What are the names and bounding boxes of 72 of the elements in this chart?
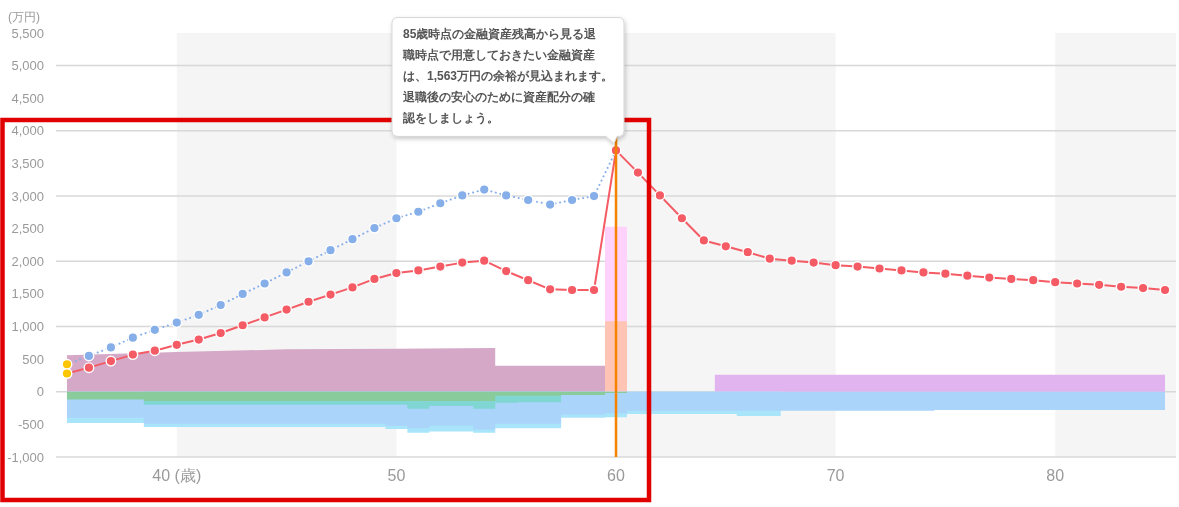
y-tick-label: -1,000 <box>7 449 44 465</box>
point <box>1159 284 1171 296</box>
y-tick-label: 3,500 <box>11 155 44 171</box>
point <box>917 266 929 278</box>
point <box>325 244 337 256</box>
point <box>522 274 534 286</box>
point <box>368 273 380 285</box>
point <box>632 167 644 179</box>
x-tick-label: 60 <box>607 467 625 484</box>
y-tick-label: -500 <box>17 416 44 432</box>
point <box>83 350 95 362</box>
x-tick-label: 50 <box>387 467 406 484</box>
y-tick-label: 1,000 <box>11 319 44 335</box>
point <box>808 257 820 269</box>
point <box>1137 282 1149 294</box>
x-tick-label: 40 (歳) <box>152 467 202 484</box>
point <box>1071 277 1083 289</box>
point <box>1049 276 1061 288</box>
point <box>281 266 293 278</box>
point <box>390 212 402 224</box>
point <box>193 309 205 321</box>
point <box>764 253 776 265</box>
y-tick-label: 3,000 <box>11 188 44 204</box>
point <box>237 319 249 331</box>
point <box>215 299 227 311</box>
point <box>654 189 666 201</box>
point <box>676 212 688 224</box>
annotation: 85歳時点の金融資産残高から見る退職時点で用意しておきたい金融資産は、1,563万円の余裕が見込まれます。退職後の安心のために資産配分の確認をしましょう。 <box>401 27 613 126</box>
point <box>1093 279 1105 291</box>
point <box>456 189 468 201</box>
point <box>346 281 358 293</box>
x-tick-label: 80 <box>1046 467 1065 484</box>
point <box>830 259 842 271</box>
point <box>259 311 271 323</box>
point <box>786 255 798 267</box>
y-tick-label: 2,000 <box>11 253 44 269</box>
point <box>83 362 95 374</box>
point <box>303 296 315 308</box>
y-tick-label: 4,000 <box>11 123 44 139</box>
point <box>346 233 358 245</box>
point <box>171 339 183 351</box>
point <box>149 345 161 357</box>
point <box>105 355 117 367</box>
y-axis-title: (万円) <box>8 10 40 24</box>
point <box>259 277 271 289</box>
point <box>105 341 117 353</box>
point <box>61 368 73 380</box>
point <box>742 246 754 258</box>
point <box>325 289 337 301</box>
y-tick-label: 0 <box>36 384 44 400</box>
point <box>127 349 139 361</box>
point <box>171 317 183 329</box>
y-tick-label: 5,500 <box>11 25 44 41</box>
point <box>1115 281 1127 293</box>
point <box>281 304 293 316</box>
y-tick-label: 4,500 <box>11 90 44 106</box>
x-tick-label: 70 <box>826 467 845 484</box>
point <box>303 255 315 267</box>
point <box>720 240 732 252</box>
y-tick-label: 1,500 <box>11 286 44 302</box>
point <box>215 327 227 339</box>
point <box>368 222 380 234</box>
point <box>500 189 512 201</box>
point <box>61 358 73 370</box>
point <box>390 267 402 279</box>
y-tick-label: 5,000 <box>11 58 44 74</box>
point <box>193 334 205 346</box>
point <box>237 288 249 300</box>
y-tick-label: 2,500 <box>11 221 44 237</box>
point <box>698 234 710 246</box>
point <box>1027 274 1039 286</box>
y-tick-label: 500 <box>22 351 44 367</box>
